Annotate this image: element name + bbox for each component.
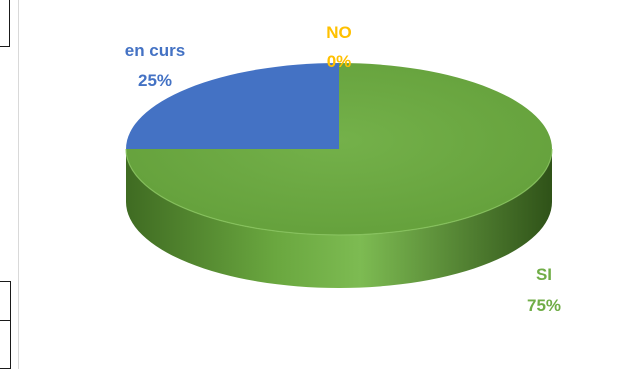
data-label-si-name: SI — [536, 265, 552, 284]
left-frame-divider — [0, 320, 11, 321]
data-label-en-curs-name: en curs — [125, 41, 185, 60]
data-label-si-pct: 75% — [527, 296, 561, 315]
data-label-no-pct: 0% — [327, 52, 352, 71]
pie-side-si — [126, 149, 552, 288]
pie-rim — [125, 148, 553, 236]
data-label-no-name: NO — [326, 23, 352, 42]
pie-slice-en-curs — [126, 63, 339, 149]
chart-area — [18, 0, 635, 369]
left-frame-top — [0, 0, 10, 47]
data-label-en-curs-pct: 25% — [138, 71, 172, 90]
